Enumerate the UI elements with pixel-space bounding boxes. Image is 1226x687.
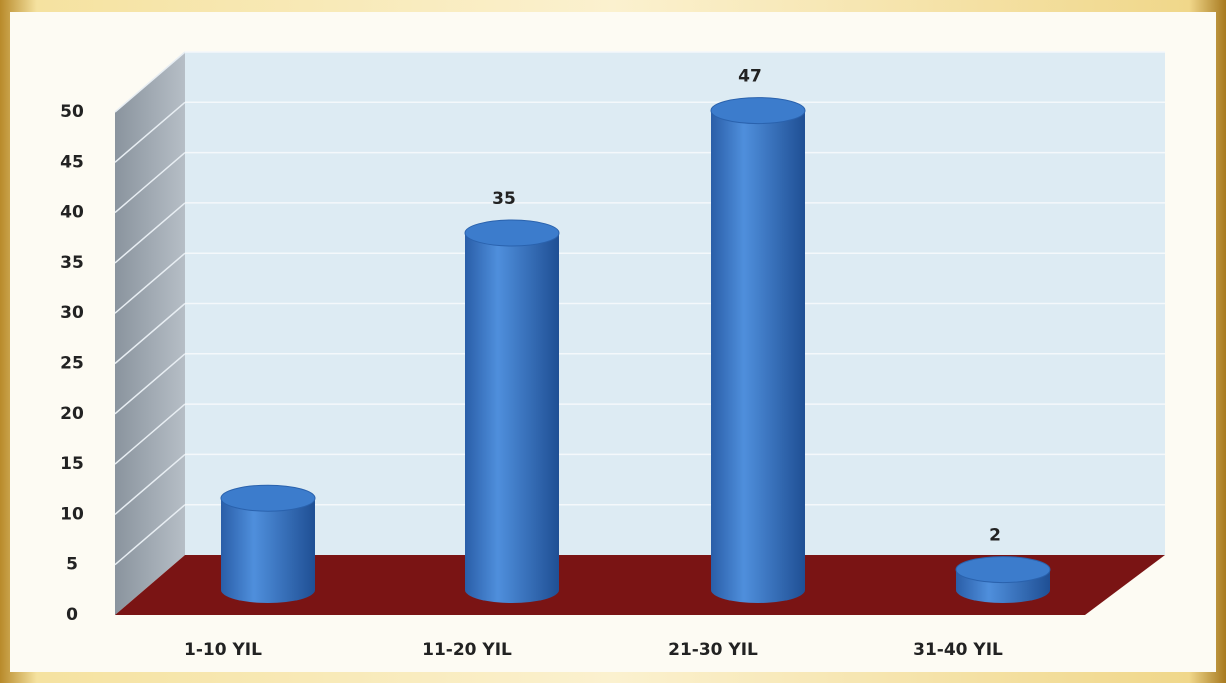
y-tick-label: 50	[60, 102, 84, 122]
bar-top	[464, 219, 560, 247]
y-tick-label: 30	[60, 303, 84, 323]
y-tick-label: 15	[60, 454, 84, 474]
x-tick-label: 21-30 YIL	[668, 640, 758, 660]
y-tick-label: 40	[60, 203, 84, 223]
grid-line	[114, 403, 186, 465]
y-tick-label: 0	[66, 605, 78, 625]
bar-top	[220, 484, 316, 512]
y-tick-label: 5	[66, 555, 78, 575]
value-label: 47	[738, 67, 762, 87]
y-tick-label: 20	[60, 404, 84, 424]
value-label: 2	[989, 526, 1001, 546]
x-tick-label: 1-10 YIL	[184, 640, 262, 660]
grid-line	[114, 302, 186, 365]
x-tick-label: 11-20 YIL	[422, 640, 512, 660]
bar	[465, 233, 559, 603]
y-tick-label: 25	[60, 354, 84, 374]
x-tick-label: 31-40 YIL	[913, 640, 1003, 660]
bar	[221, 498, 315, 603]
grid-line	[114, 504, 186, 566]
grid-line	[114, 51, 186, 113]
floor	[115, 555, 1165, 615]
bar-top	[710, 97, 806, 125]
value-label: 35	[492, 189, 516, 209]
grid-line	[114, 101, 186, 163]
grid-line	[114, 152, 186, 214]
grid-line	[114, 453, 186, 515]
bar	[711, 110, 805, 603]
grid-line	[114, 353, 186, 415]
bar-top	[955, 556, 1051, 584]
grid-line	[114, 252, 186, 314]
y-tick-label: 35	[60, 253, 84, 273]
y-tick-label: 10	[60, 504, 84, 524]
y-tick-label: 45	[60, 152, 84, 172]
grid-line	[114, 202, 186, 264]
